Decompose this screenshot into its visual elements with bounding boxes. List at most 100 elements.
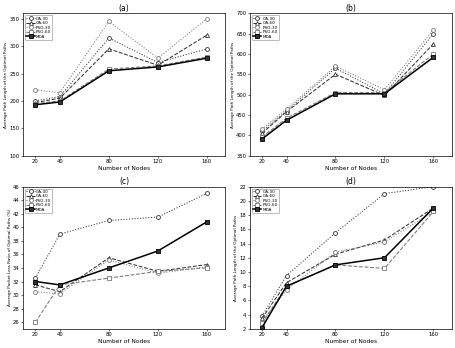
- Title: (d): (d): [344, 177, 355, 187]
- MDA: [430, 206, 435, 210]
- GA-60: [332, 252, 338, 256]
- GA-30: [283, 109, 288, 113]
- GA-60: [155, 63, 160, 68]
- X-axis label: Number of Nodes: Number of Nodes: [98, 166, 150, 171]
- GA-30: [332, 231, 338, 235]
- GA-60: [430, 42, 435, 46]
- PSO-60: [204, 266, 209, 270]
- GA-30: [381, 192, 386, 196]
- Line: PSO-60: PSO-60: [259, 209, 435, 325]
- PSO-30: [259, 127, 264, 131]
- MDA: [283, 118, 288, 122]
- MDA: [430, 55, 435, 59]
- Line: GA-60: GA-60: [33, 33, 208, 104]
- GA-30: [259, 129, 264, 133]
- Line: GA-60: GA-60: [33, 256, 208, 294]
- PSO-30: [332, 250, 338, 254]
- PSO-60: [283, 116, 288, 120]
- MDA: [332, 263, 338, 267]
- MDA: [204, 56, 209, 60]
- MDA: [106, 266, 111, 270]
- Line: PSO-30: PSO-30: [33, 258, 208, 296]
- Line: MDA: MDA: [33, 220, 208, 287]
- PSO-60: [381, 266, 386, 270]
- GA-30: [106, 219, 111, 223]
- GA-60: [33, 101, 38, 105]
- GA-30: [33, 276, 38, 280]
- X-axis label: Number of Nodes: Number of Nodes: [324, 166, 376, 171]
- PSO-60: [33, 320, 38, 324]
- PSO-30: [259, 320, 264, 324]
- PSO-60: [283, 284, 288, 288]
- X-axis label: Number of Nodes: Number of Nodes: [98, 339, 150, 344]
- GA-30: [332, 66, 338, 70]
- PSO-60: [332, 263, 338, 267]
- Line: PSO-30: PSO-30: [259, 209, 435, 324]
- PSO-30: [33, 88, 38, 92]
- GA-30: [204, 191, 209, 196]
- PSO-30: [430, 209, 435, 214]
- MDA: [332, 92, 338, 96]
- GA-60: [204, 33, 209, 37]
- GA-60: [283, 110, 288, 114]
- PSO-30: [106, 19, 111, 24]
- MDA: [106, 69, 111, 73]
- Y-axis label: Average Path Length of the Optimal Paths: Average Path Length of the Optimal Paths: [4, 41, 8, 127]
- Line: GA-30: GA-30: [33, 36, 208, 103]
- Legend: GA-30, GA-60, PSO-30, PSO-60, MDA: GA-30, GA-60, PSO-30, PSO-60, MDA: [251, 189, 278, 213]
- PSO-60: [33, 102, 38, 106]
- GA-60: [259, 316, 264, 321]
- PSO-30: [332, 64, 338, 68]
- MDA: [381, 92, 386, 96]
- GA-30: [33, 99, 38, 103]
- MDA: [283, 284, 288, 288]
- PSO-60: [57, 99, 62, 103]
- Line: MDA: MDA: [259, 206, 435, 330]
- GA-60: [57, 290, 62, 294]
- PSO-30: [283, 107, 288, 111]
- PSO-60: [332, 90, 338, 95]
- GA-60: [106, 47, 111, 51]
- PSO-30: [155, 271, 160, 276]
- MDA: [57, 283, 62, 287]
- MDA: [381, 256, 386, 260]
- MDA: [155, 249, 160, 253]
- MDA: [33, 103, 38, 107]
- PSO-60: [204, 55, 209, 59]
- Line: GA-60: GA-60: [259, 42, 435, 135]
- GA-30: [259, 314, 264, 318]
- PSO-60: [430, 52, 435, 56]
- Line: GA-30: GA-30: [33, 191, 208, 280]
- PSO-30: [381, 88, 386, 92]
- MDA: [155, 65, 160, 69]
- MDA: [259, 325, 264, 330]
- GA-30: [204, 47, 209, 51]
- PSO-60: [259, 135, 264, 139]
- GA-60: [381, 238, 386, 242]
- GA-60: [155, 269, 160, 274]
- PSO-30: [57, 292, 62, 296]
- MDA: [259, 137, 264, 141]
- Line: GA-30: GA-30: [259, 184, 435, 318]
- PSO-60: [155, 64, 160, 68]
- GA-30: [430, 184, 435, 189]
- Line: GA-60: GA-60: [259, 206, 435, 320]
- PSO-60: [430, 209, 435, 214]
- Line: PSO-60: PSO-60: [259, 52, 435, 139]
- GA-30: [283, 274, 288, 278]
- PSO-60: [106, 67, 111, 71]
- PSO-30: [381, 240, 386, 244]
- Line: PSO-60: PSO-60: [33, 266, 208, 324]
- PSO-60: [106, 276, 111, 280]
- GA-60: [259, 131, 264, 135]
- Legend: GA-30, GA-60, PSO-30, PSO-60, MDA: GA-30, GA-60, PSO-30, PSO-60, MDA: [251, 15, 278, 40]
- PSO-30: [204, 17, 209, 21]
- Y-axis label: Average Packet Loss Ratio of Optimal Paths (%): Average Packet Loss Ratio of Optimal Pat…: [8, 209, 11, 307]
- GA-60: [106, 256, 111, 260]
- Line: MDA: MDA: [33, 56, 208, 107]
- PSO-60: [155, 269, 160, 274]
- Line: GA-30: GA-30: [259, 32, 435, 133]
- GA-60: [283, 280, 288, 285]
- Y-axis label: Average Path Length of the Optimal Paths: Average Path Length of the Optimal Paths: [233, 215, 238, 301]
- PSO-30: [33, 290, 38, 294]
